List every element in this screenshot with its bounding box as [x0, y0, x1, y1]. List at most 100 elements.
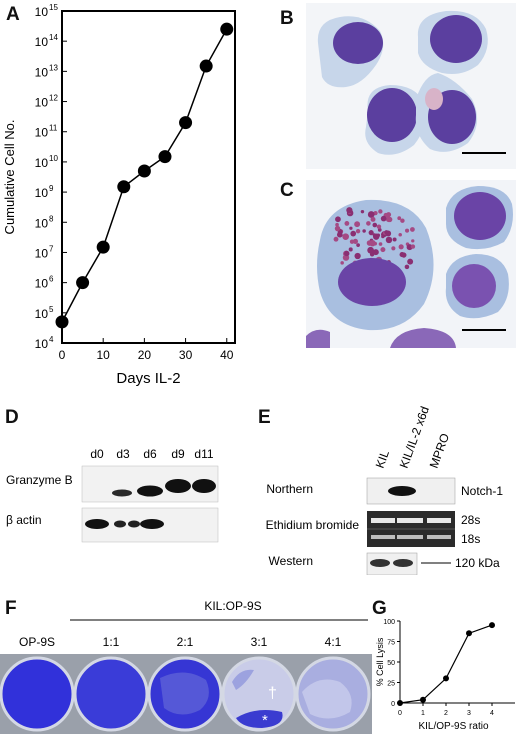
y-tick-label: 10 — [35, 216, 49, 230]
series-line — [399, 624, 493, 704]
granule — [410, 227, 415, 232]
x-axis-label: Days IL-2 — [116, 370, 180, 387]
y-tick-exponent: 13 — [49, 63, 58, 72]
y-tick-label: 10 — [35, 156, 49, 170]
row-label-granzyme: Granzyme B — [6, 473, 73, 487]
lane-label: d3 — [116, 447, 130, 461]
well-label: 3:1 — [251, 635, 268, 649]
x-tick-label: 40 — [220, 348, 234, 362]
granule — [355, 228, 361, 234]
y-tick-exponent: 10 — [49, 154, 58, 163]
granule — [380, 247, 386, 253]
granule — [360, 209, 365, 214]
granule — [397, 216, 402, 221]
y-tick-exponent: 7 — [49, 244, 54, 253]
data-point — [220, 22, 234, 36]
asterisk-mark: * — [262, 712, 268, 729]
y-tick-label: 0 — [391, 701, 395, 708]
granule — [367, 246, 374, 254]
granule — [335, 216, 341, 223]
granule — [372, 233, 380, 240]
x-tick-label: 1 — [421, 710, 425, 717]
granule — [391, 246, 396, 251]
data-point — [420, 696, 426, 703]
data-point — [199, 59, 213, 73]
granule — [349, 226, 353, 230]
y-tick-label: 10 — [35, 96, 49, 110]
granule — [367, 211, 375, 218]
panel-b-micrograph — [306, 3, 516, 169]
granule — [354, 252, 361, 260]
y-tick-label: 10 — [35, 65, 49, 79]
x-axis-label: KIL/OP-9S ratio — [418, 721, 488, 732]
y-tick-exponent: 9 — [49, 184, 54, 193]
lane-label: d6 — [143, 447, 157, 461]
data-point — [158, 150, 172, 164]
granule — [372, 249, 379, 256]
lane-label: d0 — [90, 447, 104, 461]
panel-label-f: F — [5, 598, 17, 619]
y-tick-label: 10 — [35, 5, 49, 19]
y-tick-label: 10 — [35, 307, 49, 321]
data-point — [137, 164, 151, 178]
y-tick-exponent: 8 — [49, 214, 54, 223]
x-tick-label: 4 — [490, 710, 494, 717]
well-label: 1:1 — [103, 635, 120, 649]
granule — [370, 216, 376, 222]
data-point — [55, 315, 69, 329]
granule — [350, 230, 357, 237]
data-point — [397, 700, 403, 706]
granule — [344, 221, 350, 226]
panel-f-plate: KIL:OP-9S OP-9S 1:1 2:1 3:1 4:1 † * — [0, 599, 372, 734]
data-point — [443, 675, 449, 682]
cell-4 — [415, 73, 478, 152]
granule — [378, 242, 383, 246]
granule — [333, 236, 339, 242]
lane-label: MPRO — [427, 431, 452, 470]
row-label-northern: Northern — [266, 482, 313, 496]
row-label-western: Western — [269, 554, 313, 568]
data-point — [179, 116, 193, 130]
granule — [378, 209, 383, 214]
label-120kda: 120 kDa — [455, 556, 500, 570]
data-point — [96, 240, 110, 254]
y-tick-label: 10 — [35, 337, 49, 351]
granule — [366, 221, 371, 226]
granule — [344, 250, 350, 257]
lane-label: d9 — [171, 447, 185, 461]
x-tick-label: 0 — [398, 710, 402, 717]
granule — [369, 239, 376, 247]
data-point — [117, 180, 131, 194]
y-tick-exponent: 4 — [49, 335, 54, 344]
data-point — [76, 276, 90, 290]
cell-3 — [365, 85, 426, 155]
large-cell — [317, 199, 434, 331]
label-18s: 18s — [461, 532, 480, 546]
panel-d-blot: d0 d3 d6 d9 d11 Granzyme B β actin — [6, 447, 219, 543]
granule — [368, 230, 374, 236]
panel-label-a: A — [6, 4, 20, 25]
row-label-actin: β actin — [6, 513, 42, 527]
data-point — [489, 622, 495, 629]
granule — [335, 222, 339, 227]
y-tick-label: 100 — [383, 619, 395, 626]
granule — [342, 233, 349, 240]
x-tick-label: 0 — [59, 348, 66, 362]
granule — [385, 236, 393, 244]
granule — [405, 228, 410, 233]
granule — [381, 234, 385, 239]
y-tick-label: 10 — [35, 277, 49, 291]
granule — [362, 229, 366, 233]
granule — [346, 207, 353, 214]
y-tick-label: 10 — [35, 35, 49, 49]
y-tick-exponent: 5 — [49, 305, 54, 314]
dagger-mark: † — [268, 685, 277, 702]
granule — [348, 247, 353, 252]
lane-label: KIL — [373, 448, 392, 470]
panel-label-b: B — [280, 8, 294, 29]
cell-right — [445, 254, 509, 319]
granule — [380, 215, 387, 222]
